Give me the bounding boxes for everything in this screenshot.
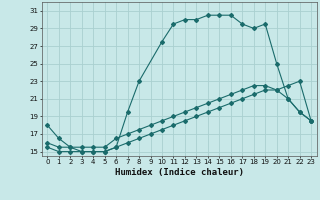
X-axis label: Humidex (Indice chaleur): Humidex (Indice chaleur) — [115, 168, 244, 177]
